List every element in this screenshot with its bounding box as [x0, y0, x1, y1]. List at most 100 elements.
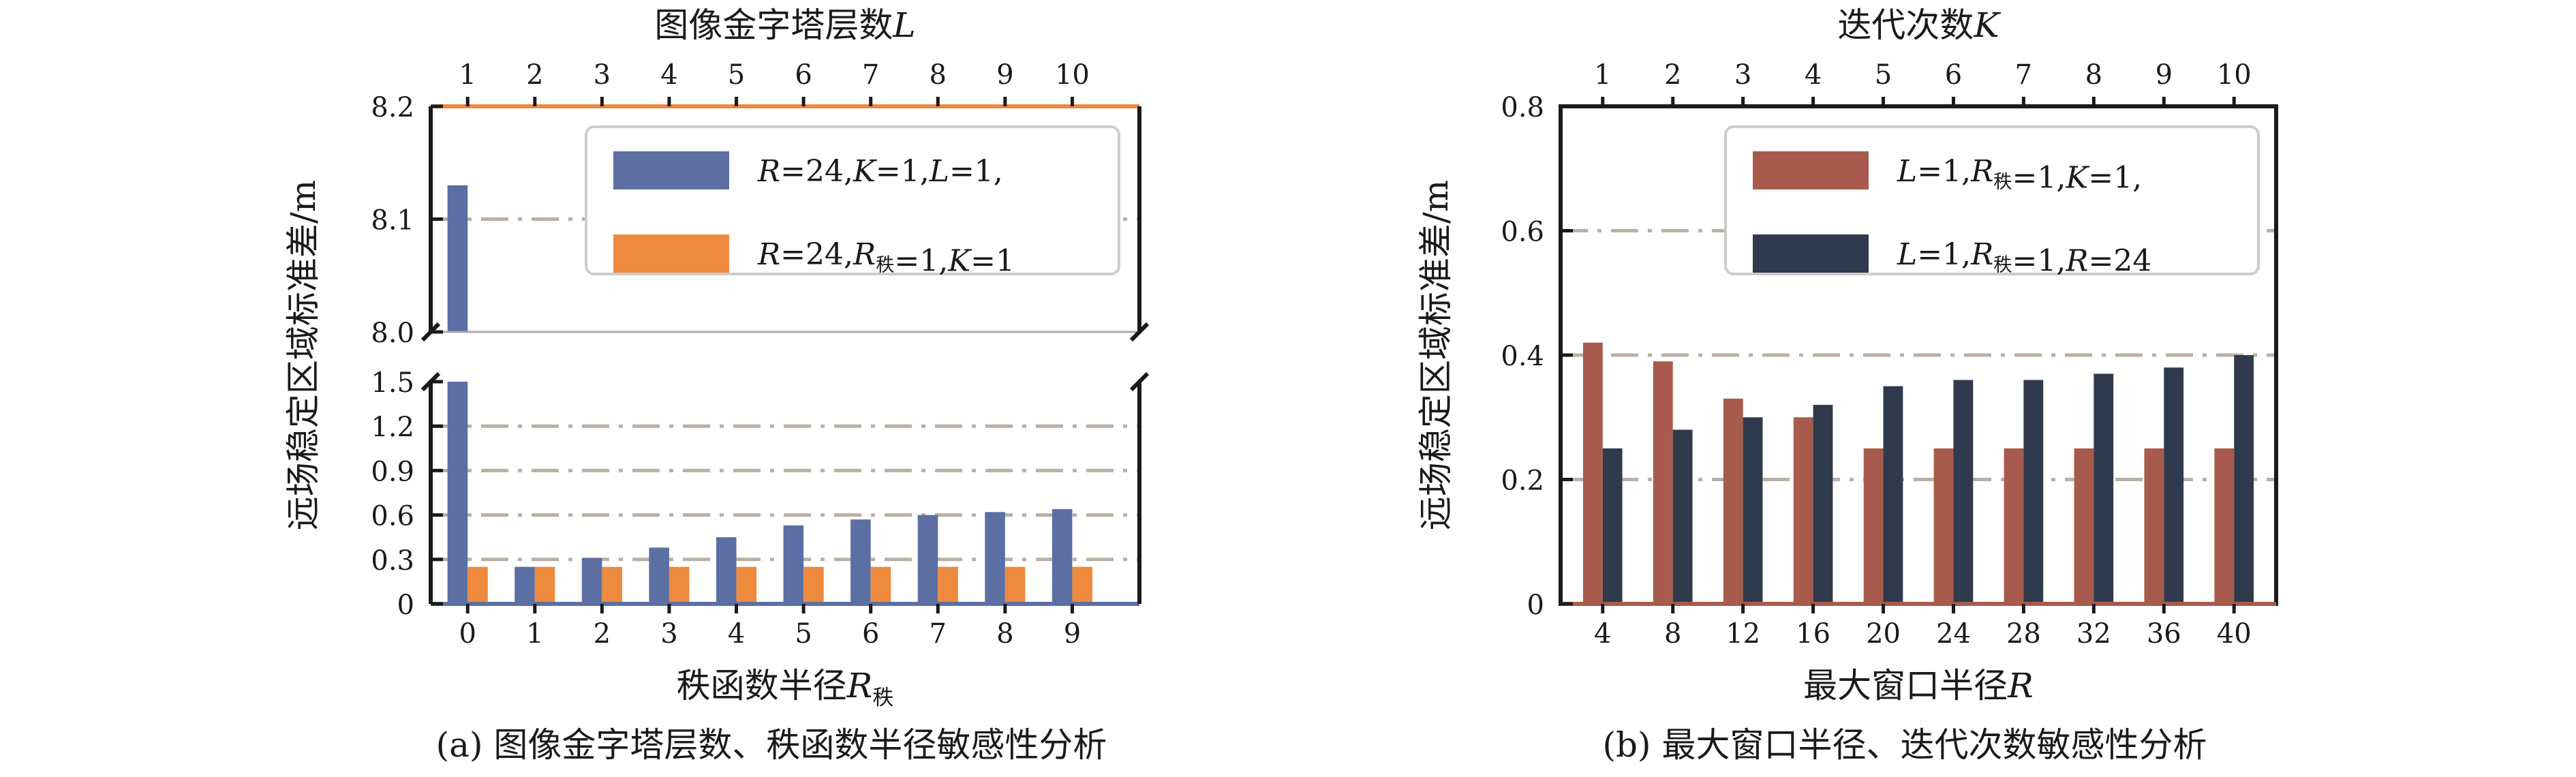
bar — [1005, 566, 1026, 604]
legend-label: L=1,R秩=1,R=24 — [1897, 237, 2151, 279]
x2-tick-label: 8 — [2085, 59, 2102, 91]
bar — [783, 525, 804, 604]
bar — [938, 566, 958, 604]
legend-swatch — [1753, 151, 1869, 189]
x2-tick-label: 3 — [594, 59, 611, 91]
legend-label: R=24,R秩=1,K=1 — [757, 237, 1015, 279]
x-tick-label: 4 — [728, 618, 745, 650]
bar — [1883, 386, 1903, 604]
bar — [2004, 448, 2024, 604]
bar — [803, 566, 824, 604]
y-tick-label: 0.6 — [371, 501, 414, 532]
bar — [2164, 367, 2184, 604]
chart-a: 8.0 8.1 8.2 0 0.3 0.6 0.9 1.2 1.5 0 1 2 3 4 5 6 7 8 9 1 2 3 4 5… — [283, 5, 1150, 765]
bar — [1723, 398, 1743, 604]
legend: L=1,R秩=1,K=1, L=1,R秩=1,R=24 — [1724, 125, 2260, 279]
legend: R=24,K=1,L=1, R=24,R秩=1,K=1 — [585, 125, 1120, 279]
y-tick-label: 8.1 — [371, 205, 414, 237]
bar — [649, 547, 669, 604]
bar — [917, 515, 938, 604]
x2-tick-label: 5 — [728, 59, 745, 91]
y-tick-label: 0.8 — [1501, 92, 1544, 123]
bar — [1813, 405, 1833, 604]
x2-axis-title: 图像金字塔层数L — [654, 5, 915, 45]
x-tick-label: 40 — [2217, 618, 2252, 650]
break-mark — [1129, 371, 1150, 392]
bar — [2234, 355, 2254, 604]
x-tick-label: 8 — [1664, 618, 1681, 650]
x2-tick-label: 8 — [930, 59, 947, 91]
y-tick-label: 0 — [397, 590, 414, 621]
bar — [1602, 448, 1623, 604]
x2-tick-label: 9 — [996, 59, 1013, 91]
y-tick-label: 1.5 — [371, 367, 414, 399]
bar — [850, 519, 871, 604]
x2-tick-label: 4 — [660, 59, 677, 91]
x-axis-title: 最大窗口半径R — [1803, 666, 2034, 705]
bar — [1072, 566, 1092, 604]
x2-tick-label: 10 — [2217, 59, 2252, 91]
legend-label: R=24,K=1,L=1, — [757, 154, 1003, 189]
y-tick-label: 8.0 — [371, 318, 414, 349]
legend-swatch — [613, 151, 729, 189]
y-axis-title: 远场稳定区域标准差/m — [283, 180, 323, 530]
caption: (a) 图像金字塔层数、秩函数半径敏感性分析 — [436, 725, 1107, 765]
bar — [1653, 361, 1673, 604]
y-tick-label: 0.6 — [1501, 217, 1544, 248]
bar — [2214, 448, 2235, 604]
y-axis-title: 远场稳定区域标准差/m — [1416, 180, 1456, 530]
y-tick-label: 0 — [1527, 590, 1544, 621]
bar — [1933, 448, 1954, 604]
x2-tick-label: 6 — [795, 59, 812, 91]
x-tick-label: 16 — [1796, 618, 1830, 650]
x-tick-label: 4 — [1594, 618, 1611, 650]
x-tick-label: 20 — [1866, 618, 1901, 650]
bar — [515, 566, 535, 604]
bar — [736, 566, 757, 604]
bar — [669, 566, 690, 604]
bar — [1953, 380, 1974, 604]
bar — [2074, 448, 2094, 604]
x-tick-label: 12 — [1726, 618, 1760, 650]
legend-label: L=1,R秩=1,K=1, — [1897, 154, 2142, 196]
x-tick-label: 3 — [660, 618, 677, 650]
bar — [716, 537, 737, 604]
bar — [1052, 508, 1073, 604]
bar — [447, 382, 468, 604]
bar — [2023, 380, 2044, 604]
x2-tick-label: 9 — [2156, 59, 2173, 91]
x2-tick-label: 2 — [1664, 59, 1681, 91]
x-tick-label: 9 — [1064, 618, 1081, 650]
x2-axis-title: 迭代次数K — [1837, 5, 2001, 45]
bar — [602, 566, 622, 604]
bar — [467, 566, 488, 604]
x-tick-label: 6 — [862, 618, 879, 650]
y-tick-label: 1.2 — [371, 412, 414, 443]
x2-tick-label: 6 — [1945, 59, 1962, 91]
x2-tick-label: 7 — [862, 59, 879, 91]
x2-tick-label: 1 — [1594, 59, 1611, 91]
bar — [1863, 448, 1884, 604]
x2-tick-label: 1 — [459, 59, 476, 91]
bar — [534, 566, 555, 604]
bar — [985, 512, 1005, 604]
bar — [581, 558, 602, 604]
x2-tick-label: 4 — [1805, 59, 1822, 91]
x-tick-label: 1 — [526, 618, 543, 650]
x-tick-label: 36 — [2147, 618, 2181, 650]
y-tick-label: 0.3 — [371, 545, 414, 577]
bar — [2094, 374, 2114, 604]
chart-b: 00.20.40.60.84 8 12 16 20 24 28 32 36 401 2 3 4 5 6 7 8 9… — [1416, 5, 2278, 765]
x-axis-title: 秩函数半径R秩 — [677, 666, 894, 710]
y-tick-label: 0.9 — [371, 456, 414, 487]
x-tick-label: 24 — [1936, 618, 1971, 650]
legend-swatch — [613, 234, 729, 273]
x2-tick-label: 2 — [526, 59, 543, 91]
x2-tick-label: 7 — [2015, 59, 2032, 91]
bar — [870, 566, 891, 604]
x-tick-label: 2 — [594, 618, 611, 650]
bar — [1672, 429, 1693, 604]
bar — [1582, 342, 1603, 604]
legend-swatch — [1753, 234, 1869, 273]
